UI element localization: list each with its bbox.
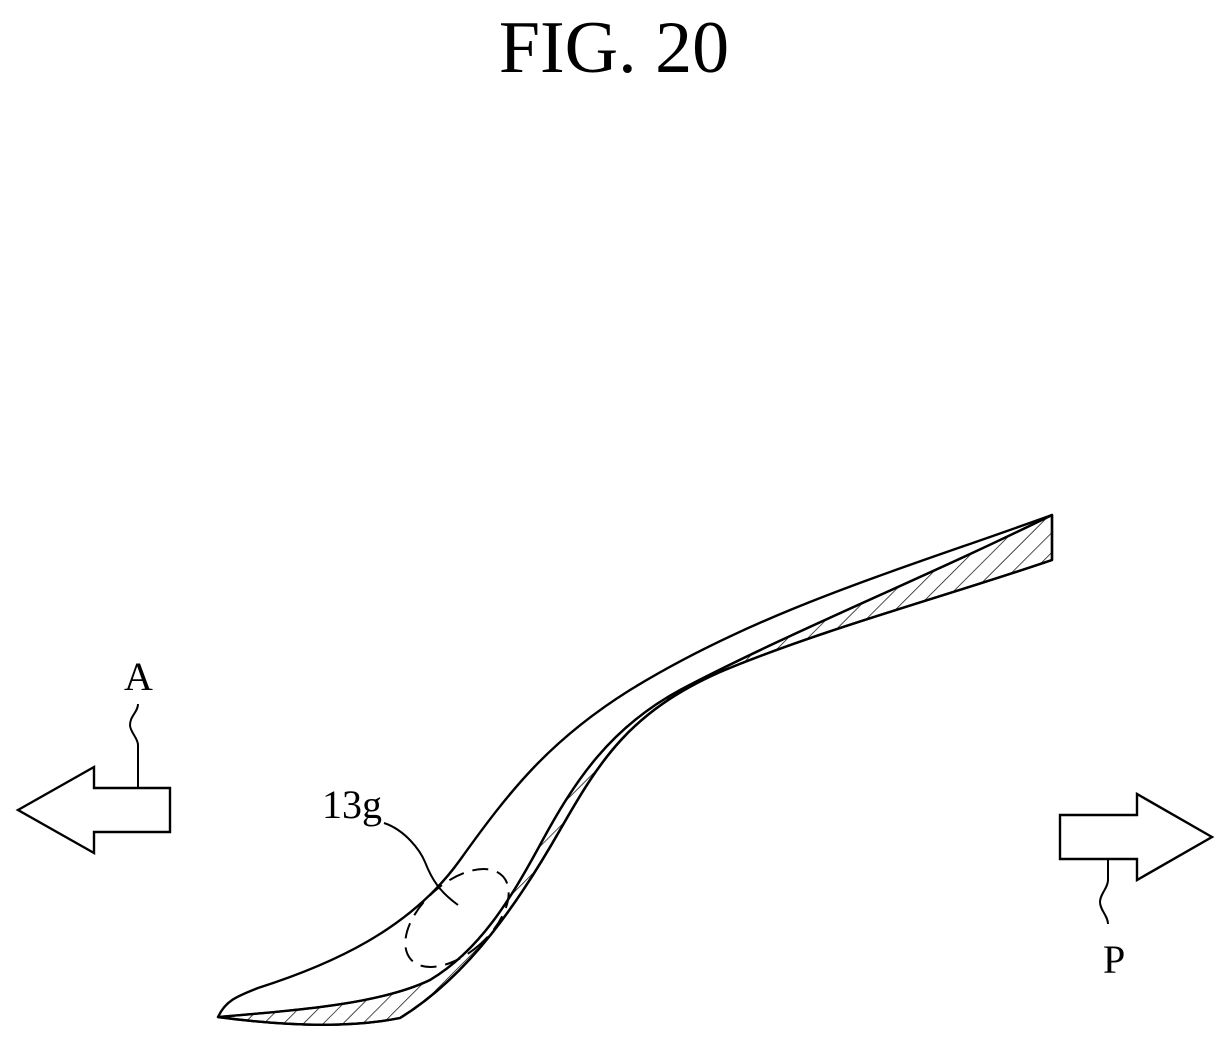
posterior-arrow <box>1060 794 1212 880</box>
anterior-leader <box>130 704 138 788</box>
anterior-label: A <box>124 654 153 699</box>
posterior-label: P <box>1103 937 1125 982</box>
region-13g-label: 13g <box>322 782 382 827</box>
anterior-arrow <box>18 767 170 853</box>
hatched-wall <box>218 515 1052 1025</box>
posterior-leader <box>1100 859 1108 924</box>
